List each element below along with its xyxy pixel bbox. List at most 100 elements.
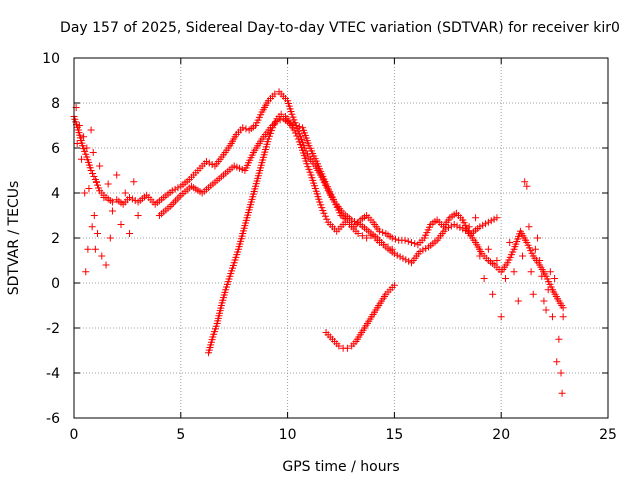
data-point (479, 221, 487, 229)
data-point (91, 245, 99, 253)
data-point (553, 358, 561, 366)
data-point (205, 159, 213, 167)
x-tick-label: 10 (279, 427, 297, 443)
data-point (388, 234, 396, 242)
data-point (82, 268, 90, 276)
data-point (506, 239, 514, 246)
data-point (405, 257, 413, 265)
data-point (484, 218, 492, 226)
data-point (490, 215, 498, 223)
data-point (384, 243, 392, 251)
data-point (98, 252, 106, 260)
data-point (551, 275, 559, 282)
data-point (126, 230, 134, 237)
data-point (375, 227, 383, 235)
y-tick-label: -2 (46, 321, 60, 337)
data-point (493, 214, 501, 222)
data-point (484, 245, 492, 253)
data-point (202, 158, 210, 165)
data-point (270, 121, 278, 129)
x-tick-label: 5 (176, 427, 185, 443)
data-point (540, 297, 548, 305)
series-track-C (205, 110, 396, 357)
data-point (462, 227, 470, 234)
data-point (442, 225, 450, 233)
data-point (521, 178, 529, 186)
data-point (90, 212, 98, 219)
data-point (538, 272, 546, 280)
data-point (401, 236, 409, 244)
data-point (290, 126, 298, 134)
data-point (399, 254, 407, 262)
data-point (489, 290, 497, 298)
x-tick-labels: 0 5 10 15 20 25 (70, 427, 617, 443)
data-point (501, 275, 509, 282)
data-point (450, 221, 458, 228)
data-point (83, 144, 91, 152)
data-point (320, 209, 328, 217)
data-point (341, 218, 349, 226)
data-point (404, 237, 412, 245)
data-point (536, 257, 544, 264)
data-point (559, 313, 567, 321)
data-point (390, 281, 398, 289)
x-tick-label: 15 (385, 427, 403, 443)
y-tick-label: -4 (46, 366, 60, 382)
data-point (87, 167, 95, 174)
data-point (117, 221, 125, 228)
data-point (419, 246, 427, 254)
data-point (93, 230, 101, 237)
data-point (544, 286, 552, 294)
data-point (75, 122, 83, 129)
data-point (396, 253, 404, 261)
data-point (90, 173, 98, 180)
data-point (89, 170, 97, 177)
data-point (113, 171, 121, 179)
data-point (402, 256, 410, 264)
data-point (106, 234, 114, 242)
data-point (375, 239, 383, 246)
y-tick-label: 8 (51, 96, 60, 112)
data-point (293, 132, 301, 140)
data-point (269, 124, 277, 132)
data-point (354, 230, 362, 237)
data-point (81, 189, 89, 197)
data-point (323, 215, 331, 223)
data-point (104, 180, 112, 188)
y-axis-label: SDTVAR / TECUs (6, 181, 22, 296)
data-point (295, 123, 303, 131)
x-tick-label: 25 (599, 427, 617, 443)
data-point (291, 129, 299, 137)
series-scatter-late (459, 178, 567, 397)
data-point (174, 184, 182, 192)
data-markers (70, 88, 567, 397)
data-point (380, 241, 388, 249)
data-point (548, 313, 556, 321)
data-point (391, 235, 399, 243)
data-point (73, 140, 81, 147)
data-point (100, 194, 108, 201)
data-point (558, 389, 566, 397)
data-point (459, 216, 467, 224)
data-point (407, 239, 415, 246)
data-point (96, 162, 104, 170)
x-tick-label: 20 (492, 427, 510, 443)
data-point (128, 195, 136, 203)
y-tick-label: 6 (51, 141, 60, 157)
data-point (277, 110, 285, 118)
data-point (126, 194, 134, 201)
data-point (557, 369, 565, 377)
data-point (168, 187, 176, 195)
data-point (348, 216, 356, 224)
chart-title: Day 157 of 2025, Sidereal Day-to-day VTE… (60, 20, 620, 36)
data-point (108, 198, 116, 206)
y-tick-label: 10 (42, 51, 60, 67)
data-point (519, 252, 527, 260)
data-point (393, 251, 401, 259)
data-point (453, 222, 461, 230)
data-point (87, 126, 95, 134)
y-tick-label: 2 (51, 231, 60, 247)
data-point (343, 344, 351, 352)
data-point (411, 240, 419, 248)
